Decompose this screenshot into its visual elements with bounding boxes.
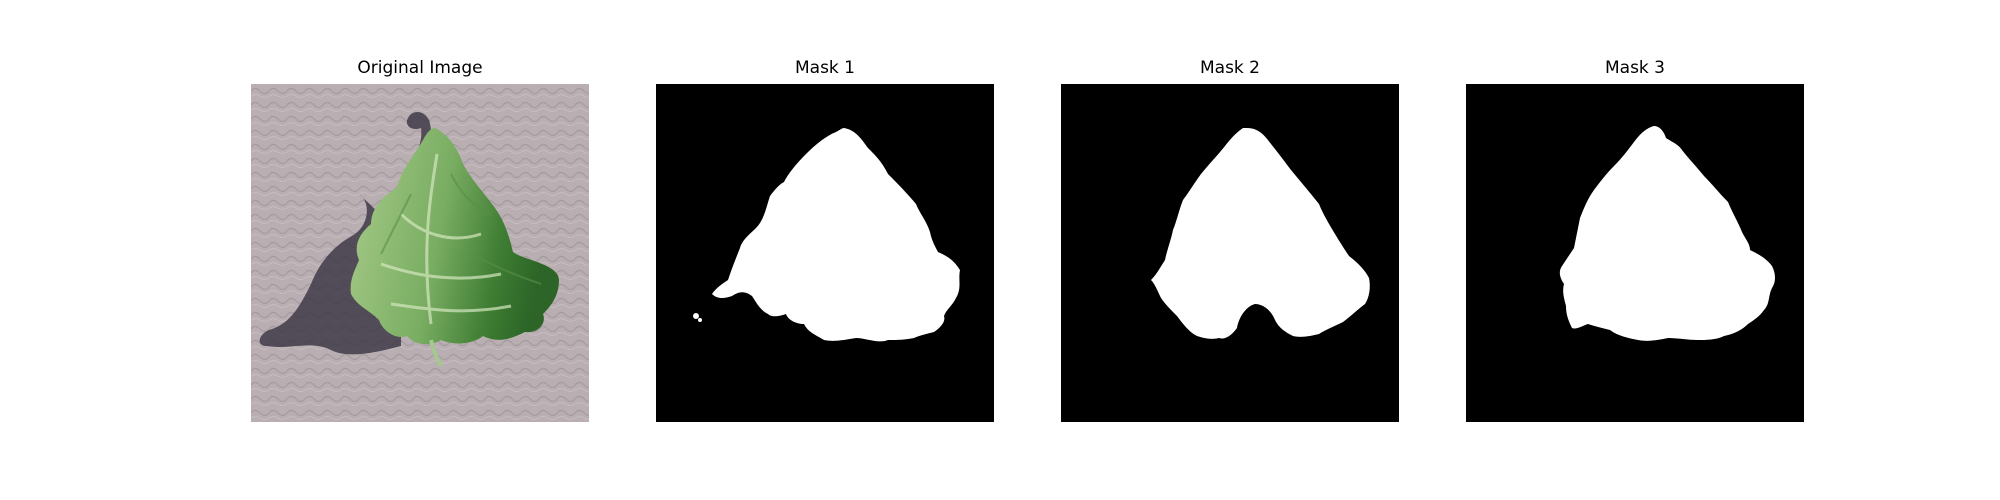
original-image-panel <box>251 84 589 422</box>
mask-3-panel <box>1466 84 1804 422</box>
mask-2-panel <box>1061 84 1399 422</box>
panel-title-mask-2: Mask 2 <box>1199 58 1260 78</box>
mask-1-region <box>712 128 960 342</box>
original-image <box>251 84 589 422</box>
panel-title-original-image: Original Image <box>357 58 483 78</box>
mask-1-speck <box>693 313 699 319</box>
mask-1-panel <box>656 84 994 422</box>
mask-3-region <box>1559 126 1775 341</box>
panel-title-mask-1: Mask 1 <box>794 58 855 78</box>
mask-1-image <box>656 84 994 422</box>
mask-2-image <box>1061 84 1399 422</box>
leaf-stem <box>429 339 443 367</box>
mask-2-region <box>1151 128 1370 339</box>
leaf <box>350 128 559 345</box>
leaf-veins <box>380 153 512 325</box>
mask-3-image <box>1466 84 1804 422</box>
panel-title-mask-3: Mask 3 <box>1604 58 1665 78</box>
